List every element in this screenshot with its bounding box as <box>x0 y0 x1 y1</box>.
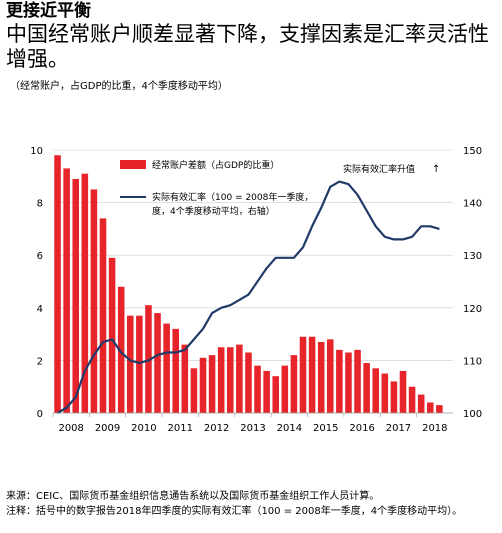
bar-2012Q1 <box>199 357 207 413</box>
bar-2008Q1 <box>54 155 61 413</box>
footnote: 注释：括号中的数字报告2018年四季度的实际有效汇率（100 = 2008年一季… <box>6 506 463 517</box>
bar-2014Q2 <box>281 365 289 413</box>
bar-2008Q4 <box>81 173 89 413</box>
right-tick-100: 100 <box>463 409 482 420</box>
x-tick-2016: 2016 <box>349 423 374 434</box>
bar-2010Q4 <box>154 313 161 413</box>
x-tick-2013: 2013 <box>240 423 265 434</box>
bar-2017Q1 <box>381 373 389 413</box>
x-tick-2012: 2012 <box>204 423 229 434</box>
bar-2010Q1 <box>127 315 134 413</box>
x-tick-2018: 2018 <box>422 423 447 434</box>
x-tick-2014: 2014 <box>277 423 302 434</box>
bar-series <box>54 155 443 413</box>
bar-2015Q4 <box>336 349 343 413</box>
bar-2015Q2 <box>317 341 325 413</box>
right-tick-120: 120 <box>463 304 482 315</box>
rer-annotation: 实际有效汇率升值 <box>343 163 415 175</box>
bar-2017Q2 <box>390 381 398 413</box>
left-tick-4: 4 <box>37 304 43 315</box>
bar-2013Q3 <box>254 365 261 413</box>
left-tick-0: 0 <box>37 409 43 420</box>
bar-2014Q4 <box>299 336 307 413</box>
bar-2017Q3 <box>399 370 407 413</box>
bar-2012Q4 <box>227 347 234 413</box>
bar-2018Q1 <box>417 394 425 413</box>
bar-2011Q3 <box>181 344 189 413</box>
x-tick-2017: 2017 <box>386 423 411 434</box>
bar-2018Q2 <box>427 402 434 413</box>
rer-line <box>56 180 440 414</box>
bar-2011Q4 <box>190 368 198 413</box>
bar-2010Q2 <box>136 315 143 413</box>
right-tick-110: 110 <box>463 356 482 367</box>
bar-2017Q4 <box>408 386 416 413</box>
bar-2009Q2 <box>99 218 107 413</box>
bar-2012Q2 <box>208 355 216 413</box>
chart-subtitle: （经常账户，占GDP的比重，4个季度移动平均） <box>10 81 228 92</box>
left-tick-10: 10 <box>30 146 43 157</box>
left-tick-8: 8 <box>37 199 43 210</box>
bar-2010Q3 <box>145 305 152 413</box>
right-tick-130: 130 <box>463 251 482 262</box>
bar-2011Q1 <box>163 323 170 413</box>
bar-2008Q3 <box>72 178 79 413</box>
rer-annotation-arrow: ↑ <box>432 164 440 175</box>
bar-2009Q3 <box>108 257 116 413</box>
bar-2016Q4 <box>372 368 379 413</box>
chart-kicker: 更接近平衡 <box>6 1 91 21</box>
bar-2014Q3 <box>290 355 298 413</box>
bar-2015Q3 <box>327 339 334 413</box>
legend-line-label-1: 实际有效汇率（100 = 2008年一季度， <box>152 191 313 203</box>
x-tick-2008: 2008 <box>58 423 83 434</box>
bar-2009Q4 <box>117 286 125 413</box>
legend-bar-label: 经常账户差额（占GDP的比重） <box>152 159 279 171</box>
bar-2014Q1 <box>272 376 279 413</box>
bar-2008Q2 <box>63 168 70 413</box>
line-series <box>56 180 440 414</box>
bar-2018Q3 <box>436 405 443 413</box>
bar-2012Q3 <box>217 347 225 413</box>
bar-2016Q3 <box>363 363 370 413</box>
axes: 0 2 4 6 8 10 100 110 120 130 140 150 2008 2009 2010 201… <box>30 146 482 434</box>
bar-2016Q1 <box>345 352 352 413</box>
x-tick-2009: 2009 <box>95 423 120 434</box>
x-tick-2010: 2010 <box>131 423 156 434</box>
bar-2013Q2 <box>245 352 252 413</box>
legend-bar-swatch <box>120 160 146 169</box>
bar-2013Q4 <box>263 370 270 413</box>
legend: 经常账户差额（占GDP的比重） 实际有效汇率（100 = 2008年一季度， 度… <box>120 159 313 217</box>
left-tick-2: 2 <box>37 356 43 367</box>
right-tick-140: 140 <box>463 199 482 210</box>
chart-headline: 中国经常账户顺差显著下降，支撑因素是汇率灵活性增强。 <box>6 22 489 71</box>
bar-2016Q2 <box>354 349 361 413</box>
bar-2009Q1 <box>90 189 98 413</box>
bar-2011Q2 <box>172 328 179 413</box>
right-tick-150: 150 <box>463 146 482 157</box>
legend-line-label-2: 度，4个季度移动平均，右轴） <box>152 205 275 217</box>
x-tick-2015: 2015 <box>313 423 338 434</box>
source-note: 来源：CEIC、国际货币基金组织信息通告系统以及国际货币基金组织工作人员计算。 <box>6 491 380 502</box>
left-tick-6: 6 <box>37 251 43 262</box>
chart-svg: 0 2 4 6 8 10 100 110 120 130 140 150 2008 2009 2010 201… <box>30 146 482 434</box>
bar-2015Q1 <box>308 336 316 413</box>
x-tick-2011: 2011 <box>168 423 193 434</box>
bar-2013Q1 <box>236 344 243 413</box>
